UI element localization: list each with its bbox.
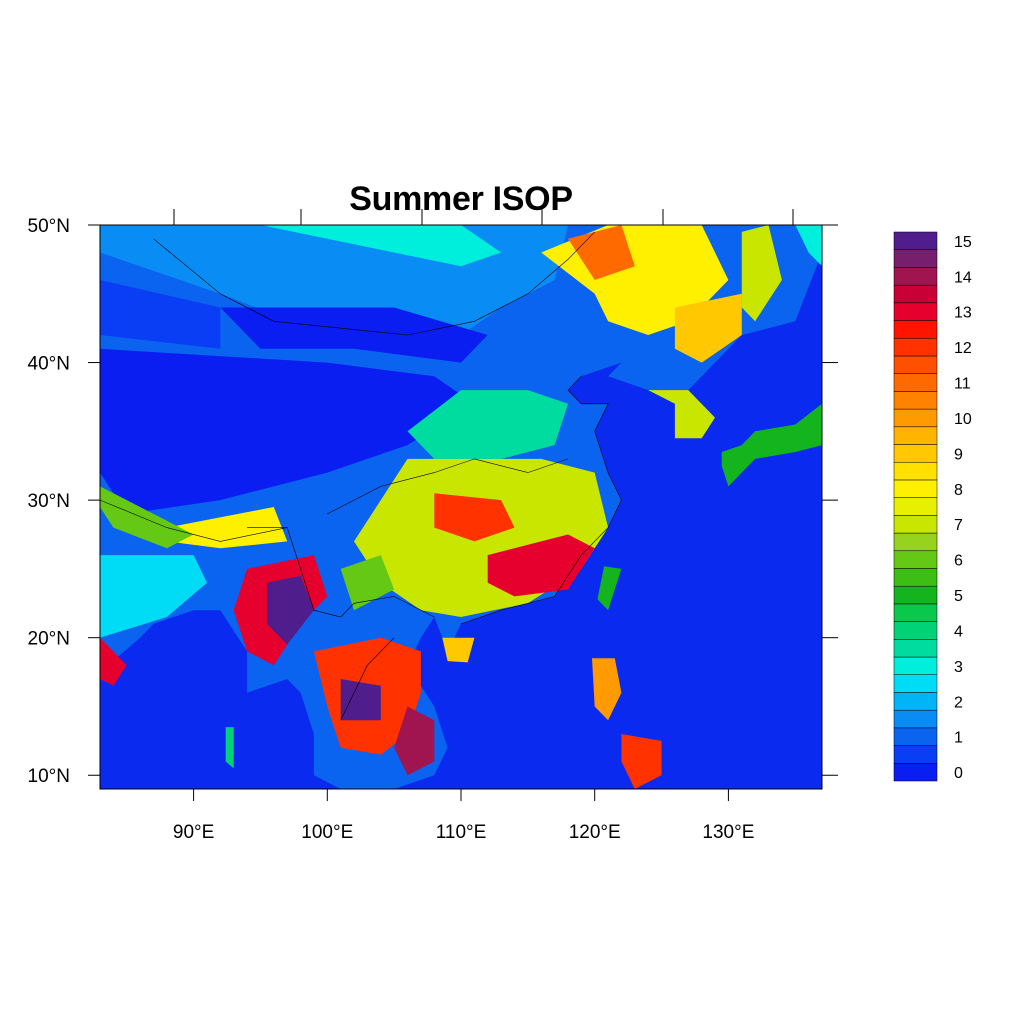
y-tick-label: 40°N [28,354,70,375]
colorbar-swatch [893,692,938,711]
land-visayas [621,734,662,789]
x-tick-label: 130°E [702,822,754,843]
y-tick-label: 10°N [28,766,70,787]
colorbar-swatch [893,426,938,445]
border-mongolia [153,231,595,336]
colorbar-label: 1 [954,730,963,747]
colorbar-label: 6 [954,553,963,570]
colorbar-swatch [893,639,938,658]
colorbar-swatch [893,532,938,552]
colorbar-swatch [893,355,938,374]
colorbar-swatch [893,373,938,392]
colorbar-swatch [893,603,938,622]
land-taiwan [597,566,622,611]
border-lines [100,231,622,721]
land-korea [648,390,715,439]
x-tick-label: 110°E [436,822,487,843]
x-tick-label: 120°E [569,822,621,843]
colorbar-swatch [893,249,938,268]
border-provinces [327,458,569,515]
land-himalaya-west [100,486,194,549]
colorbar-swatch [893,444,938,463]
land-changbai [674,293,742,363]
land-layers [100,225,822,789]
colorbar-label: 12 [954,340,972,357]
land-myanmar-peak [267,575,314,645]
colorbar-label: 11 [954,376,971,393]
colorbar-swatch [893,479,938,498]
y-tick-label: 50°N [28,216,70,237]
colorbar-swatch [893,267,938,286]
colorbar-swatch [893,231,938,250]
colorbar-swatch [893,674,938,693]
colorbar-swatch [893,408,938,428]
land-steppe-north [260,225,502,267]
colorbar-swatch [893,656,938,675]
land-ne-hotspot [568,225,635,280]
colorbar-swatch [893,585,938,605]
border-himalaya [100,499,288,542]
x-tick-label: 100°E [301,822,353,843]
colorbar-swatch [893,515,938,534]
colorbar-swatch [893,461,938,481]
land-hainan [442,637,475,663]
coast-china [460,376,622,625]
land-odisha [100,637,127,686]
colorbar-label: 7 [954,517,963,534]
heatmap-area [100,225,822,789]
colorbar-swatch [893,568,938,587]
colorbar-label: 8 [954,482,963,499]
land-xinjiang [100,280,221,349]
land-sakhalin [795,225,822,267]
colorbar-swatch [893,391,938,410]
colorbar-swatch [893,709,938,729]
land-japan [721,403,822,487]
land-yunnan [340,555,395,611]
x-tick-label: 90°E [173,822,214,843]
colorbar-label: 4 [954,623,963,640]
land-ganges [100,555,207,638]
land-tibet [100,348,475,514]
colorbar-swatch [893,621,938,640]
colorbar-swatch [893,497,938,516]
colorbar-label: 14 [954,269,972,286]
colorbar-label: 9 [954,446,963,463]
land-hotspot-fujian [487,534,595,597]
land-luzon [592,658,622,721]
map-title: Summer ISOP [349,180,573,218]
colorbar-label: 3 [954,659,963,676]
y-tick-label: 20°N [28,629,70,650]
land-andaman [225,727,234,769]
y-tick-label: 30°N [28,491,70,512]
axis-ticks: 90°E 100°E 110°E 120°E 130°E 10°N 20°N 30°N 40°N… [28,209,838,843]
colorbar-swatch [893,550,938,569]
border-indochina [340,637,395,721]
colorbar-label: 13 [954,305,972,322]
colorbar-swatch [893,284,938,304]
colorbar-swatch [893,338,938,357]
colorbar-swatch [893,320,938,339]
colorbar-swatch [893,763,938,782]
border-sw-china [247,527,435,618]
land-gobi [220,307,488,363]
colorbar-label: 0 [954,765,963,782]
colorbar-label: 5 [954,588,963,605]
land-north-china [407,390,568,459]
land-vietnam-peak [394,706,435,776]
colorbar-swatch [893,302,938,321]
colorbar-label: 10 [954,411,972,428]
land-laos-peak [340,679,381,721]
land-russia-fareast [741,225,782,322]
colorbar-swatch [893,745,938,764]
land-himalaya-east [166,507,288,549]
colorbar-swatch [893,727,938,746]
colorbar-label: 2 [954,694,963,711]
colorbar-label: 15 [954,234,972,251]
land-hotspot-hunan [434,493,515,542]
